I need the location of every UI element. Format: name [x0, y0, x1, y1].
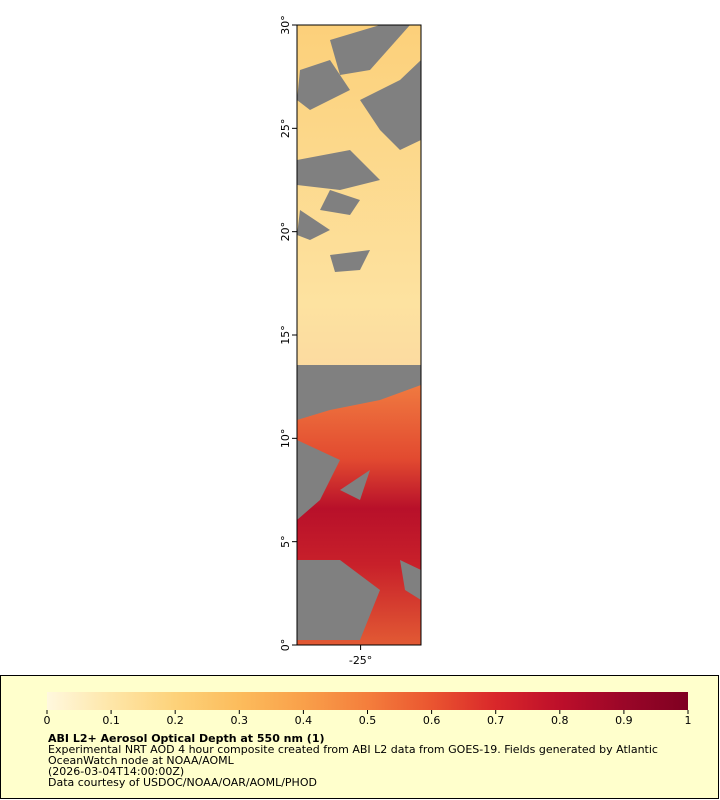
colorbar-tick-label: 0.9 — [615, 714, 633, 727]
axes: 0° 5° 10° 15° 20° 25° 30° -25° — [279, 15, 372, 667]
lat-tick-label: 0° — [279, 639, 292, 652]
lat-tick-label: 25° — [279, 119, 292, 139]
colorbar-ticks: 0 0.1 0.2 0.3 0.4 0.5 0.6 0.7 0.8 0.9 1 — [44, 710, 692, 727]
legend-line: Data courtesy of USDOC/NOAA/OAR/AOML/PHO… — [48, 776, 317, 789]
lat-tick-label: 15° — [279, 325, 292, 345]
colorbar — [47, 692, 688, 710]
legend-line: OceanWatch node at NOAA/AOML — [48, 754, 235, 767]
colorbar-tick-label: 0.2 — [166, 714, 184, 727]
lat-tick-label: 10° — [279, 429, 292, 449]
lat-tick-label: 20° — [279, 222, 292, 242]
lat-tick-label: 5° — [279, 535, 292, 548]
no-data — [297, 25, 421, 640]
colorbar-tick-label: 0.3 — [231, 714, 249, 727]
lat-tick-label: 30° — [279, 15, 292, 35]
colorbar-tick-label: 0.1 — [102, 714, 120, 727]
lon-tick-label: -25° — [349, 654, 372, 667]
legend-line: (2026-03-04T14:00:00Z) — [48, 765, 184, 778]
colorbar-tick-label: 0.4 — [295, 714, 313, 727]
colorbar-tick-label: 0.7 — [487, 714, 505, 727]
colorbar-tick-label: 1 — [685, 714, 692, 727]
map-image — [297, 25, 421, 645]
legend-line: Experimental NRT AOD 4 hour composite cr… — [48, 743, 658, 756]
colorbar-tick-label: 0.8 — [551, 714, 569, 727]
colorbar-tick-label: 0.5 — [359, 714, 377, 727]
colorbar-tick-label: 0 — [44, 714, 51, 727]
colorbar-tick-label: 0.6 — [423, 714, 441, 727]
legend-title: ABI L2+ Aerosol Optical Depth at 550 nm … — [48, 732, 325, 745]
